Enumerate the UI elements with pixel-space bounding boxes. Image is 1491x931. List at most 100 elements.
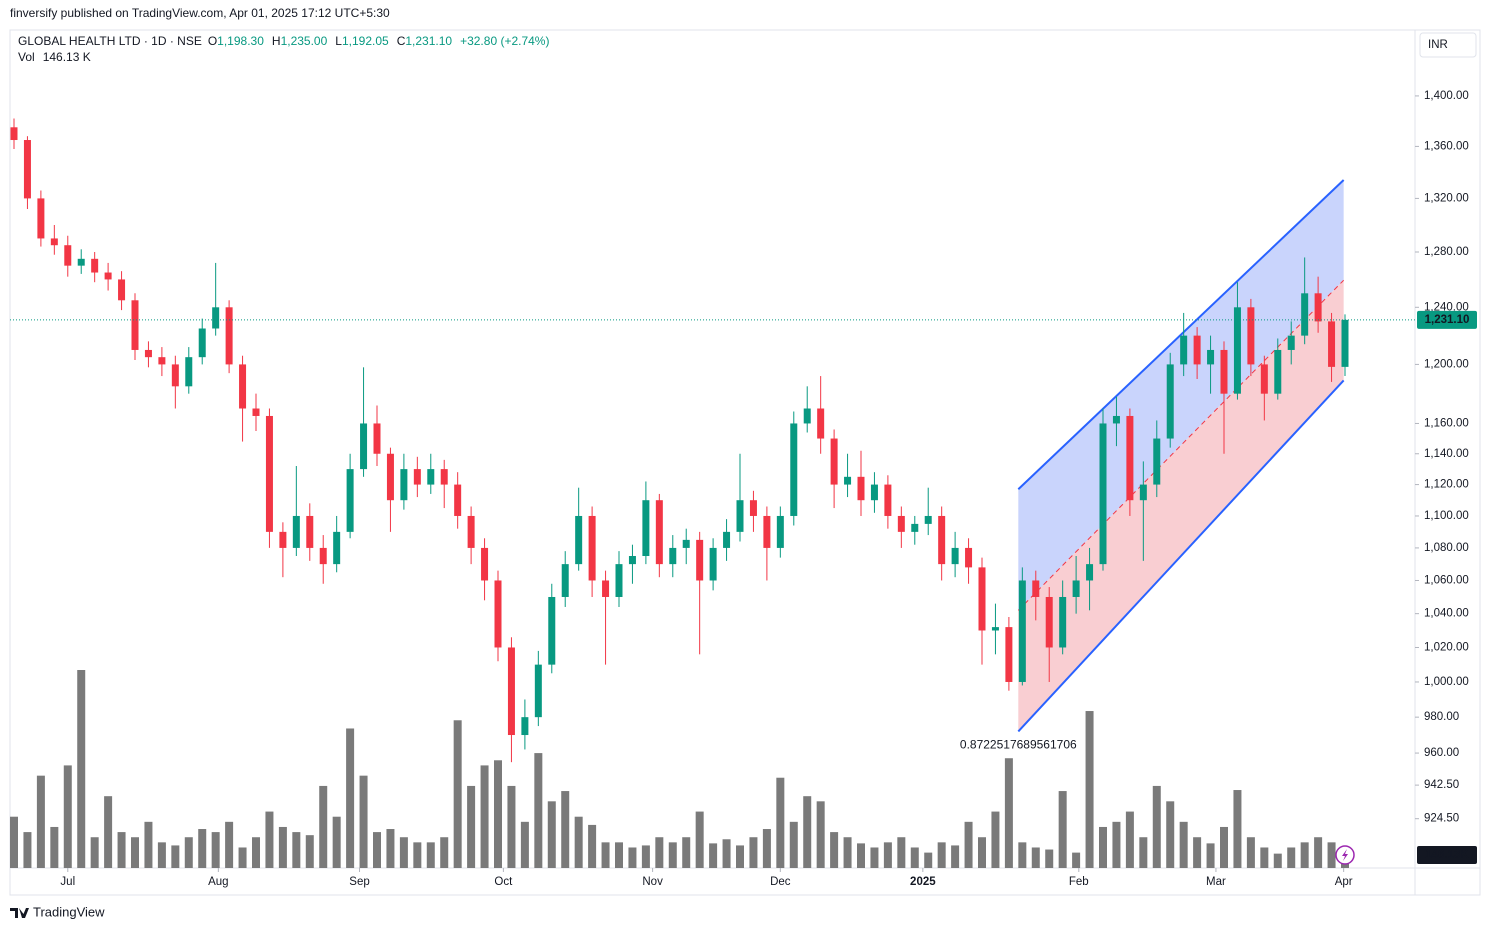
candle-body [763, 515, 771, 548]
volume-bar [117, 832, 126, 868]
volume-bar [198, 829, 207, 868]
volume-bar [1058, 791, 1067, 868]
volume-bar [1206, 843, 1215, 868]
candle-body [1059, 596, 1067, 648]
volume-bar [1287, 847, 1296, 868]
volume-bar [131, 837, 139, 868]
footer: TradingView [10, 904, 105, 919]
y-tick-label: 1,360.00 [1424, 140, 1469, 152]
volume-bar [50, 826, 59, 868]
volume-bar [964, 821, 973, 868]
volume-bar [857, 843, 865, 868]
volume-bar [426, 842, 435, 868]
volume-bar [23, 832, 32, 868]
candle-body [642, 500, 650, 557]
candle-body [1193, 335, 1201, 365]
candle-body [776, 515, 784, 548]
candle-body [1301, 293, 1309, 336]
candle-body [1260, 364, 1268, 394]
candle-body [427, 469, 435, 485]
volume-bar [520, 821, 529, 868]
volume-bar [144, 821, 153, 868]
volume-bar [1099, 826, 1107, 868]
volume-bar [305, 835, 314, 868]
volume-bar [736, 845, 744, 868]
volume-bar [359, 775, 368, 868]
x-tick-label: Feb [1069, 876, 1089, 888]
volume-bar [278, 826, 287, 868]
candle-body [655, 500, 663, 565]
candle-body [386, 453, 394, 501]
candle-body [1086, 564, 1094, 581]
alert-bolt [1342, 849, 1348, 861]
y-tick-label: 1,000.00 [1424, 676, 1469, 688]
last-price-box [1417, 310, 1477, 329]
candle-body [1153, 438, 1161, 485]
candle-body [1207, 349, 1215, 365]
candle-body [507, 647, 515, 736]
volume-bar [628, 847, 637, 868]
candle-body [467, 515, 475, 548]
volume-bar [184, 837, 193, 868]
volume-bar [1327, 842, 1336, 868]
candle-body [830, 438, 838, 485]
candle-body [709, 547, 717, 581]
volume-bar [1152, 785, 1161, 868]
currency: INR [1428, 39, 1448, 51]
volume-bar [641, 845, 650, 868]
y-tick-label: 1,160.00 [1424, 417, 1469, 429]
volume-bar [1193, 837, 1202, 868]
volume-bar [399, 837, 408, 868]
volume-bar [695, 811, 704, 868]
candle-body [817, 408, 825, 439]
volume-bar [830, 832, 839, 868]
candle-body [440, 469, 448, 485]
volume-bar [668, 842, 677, 868]
legend: GLOBAL HEALTH LTD · 1D · NSE O1,198.30 H1,… [18, 34, 549, 64]
candle-body [144, 349, 152, 358]
y-tick-label: 1,280.00 [1424, 246, 1469, 258]
candle-body [481, 547, 489, 581]
legend-key: H [272, 34, 281, 48]
volume-bar [211, 832, 220, 868]
volume-bar [252, 837, 260, 868]
candle-body [279, 531, 287, 548]
candle-body [158, 357, 166, 365]
volume-bar [1004, 758, 1013, 868]
volume-bar [1314, 837, 1323, 868]
candle-body [924, 515, 932, 524]
brand: TradingView [33, 904, 105, 919]
candle-body [239, 364, 247, 409]
symbol: GLOBAL HEALTH LTD · 1D · NSE [18, 34, 202, 48]
candle-body [1139, 484, 1147, 501]
volume-bars [10, 670, 1349, 868]
candle-body [1180, 335, 1188, 365]
volume-bar [655, 837, 664, 868]
legend-value: 1,235.00 [281, 34, 328, 48]
volume-bar [709, 843, 718, 868]
volume-bar [332, 816, 341, 868]
volume-bar [1246, 837, 1255, 868]
currency-box [1419, 32, 1477, 58]
volume-bar [883, 842, 892, 868]
volume-key: Vol [18, 50, 35, 64]
candle-body [77, 258, 85, 266]
y-tick-label: 1,200.00 [1424, 358, 1469, 370]
volume-bar [292, 832, 301, 868]
candle-body [1072, 580, 1080, 597]
x-tick-label: Dec [770, 876, 791, 888]
x-tick-label: Sep [349, 876, 369, 888]
candle-body [548, 596, 556, 665]
volume-bar [225, 821, 234, 868]
volume-bar [816, 801, 825, 868]
candle-body [561, 564, 569, 597]
candle-body [373, 423, 381, 454]
volume-bar [507, 785, 516, 868]
candle-body [991, 627, 999, 631]
volume-bar [615, 842, 623, 868]
volume-bar [601, 842, 610, 868]
volume-bar [1072, 852, 1081, 868]
y-tick-label: 1,080.00 [1424, 542, 1469, 554]
volume-bar [1125, 811, 1134, 868]
legend-change: +32.80 (+2.74%) [460, 34, 549, 48]
